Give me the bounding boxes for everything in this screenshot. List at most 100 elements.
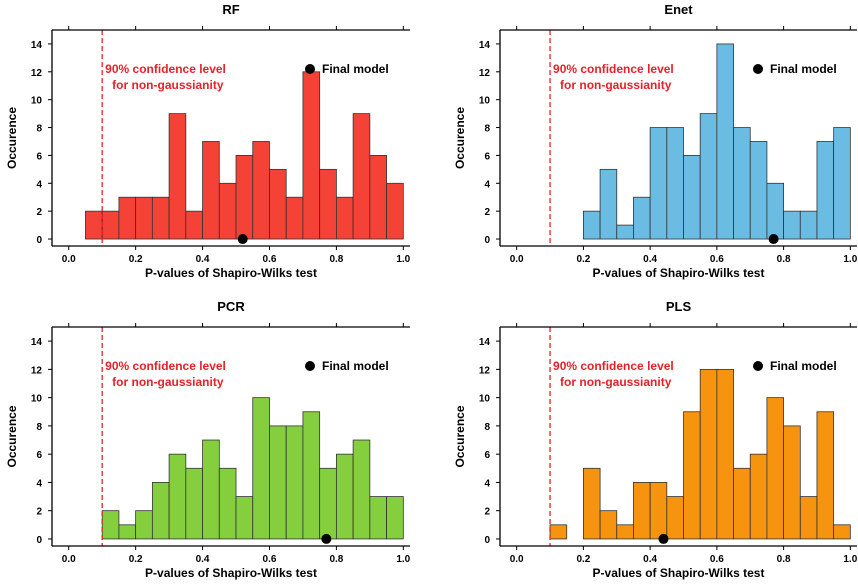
- histogram-bar: [599, 510, 618, 540]
- threshold-annotation-line2: for non-gaussianity: [560, 78, 672, 92]
- y-tick-label: 14: [479, 40, 491, 51]
- histogram-bar: [549, 524, 568, 540]
- histogram-bar: [101, 210, 120, 240]
- y-tick-label: 0: [36, 535, 42, 546]
- x-tick-label: 0.4: [643, 254, 657, 265]
- x-tick-label: 0.2: [129, 554, 143, 565]
- x-axis-label: P-values of Shapiro-Wilks test: [145, 266, 317, 280]
- y-tick-label: 14: [31, 337, 43, 348]
- x-tick-label: 0.2: [129, 254, 143, 265]
- final-model-point: [658, 533, 669, 544]
- y-tick-label: 14: [31, 40, 43, 51]
- histogram-bar: [749, 141, 768, 240]
- x-tick-label: 1.0: [843, 254, 857, 265]
- histogram-bar: [151, 482, 170, 540]
- histogram-bar: [118, 196, 137, 240]
- histogram-bar: [699, 113, 718, 240]
- y-axis-label: Occurence: [5, 107, 19, 169]
- y-tick-label: 4: [484, 478, 490, 489]
- y-tick-label: 2: [36, 507, 42, 518]
- x-tick-label: 0.0: [62, 254, 76, 265]
- x-tick-label: 1.0: [843, 554, 857, 565]
- histogram-bar: [185, 467, 203, 540]
- legend-label: Final model: [322, 62, 389, 76]
- histogram-bar: [218, 182, 237, 240]
- histogram-bar: [766, 397, 784, 540]
- histogram-bar: [683, 411, 701, 540]
- histogram-bar: [783, 210, 801, 240]
- y-tick-label: 10: [31, 96, 43, 107]
- y-tick-label: 12: [31, 365, 43, 376]
- histogram-bar: [733, 127, 751, 240]
- histogram-bar: [101, 510, 120, 540]
- x-tick-label: 0.6: [263, 554, 277, 565]
- histogram-bar: [616, 224, 634, 240]
- chart-title: PCR: [217, 299, 245, 314]
- histogram-bar: [799, 496, 818, 540]
- legend-label: Final model: [322, 359, 389, 373]
- y-tick-label: 4: [484, 179, 490, 190]
- y-tick-label: 8: [484, 422, 490, 433]
- histogram-bar: [386, 182, 404, 240]
- y-tick-label: 6: [484, 151, 490, 162]
- y-tick-label: 4: [36, 179, 42, 190]
- histogram-bar: [252, 397, 270, 540]
- x-tick-label: 0.2: [576, 254, 590, 265]
- legend-label: Final model: [770, 359, 837, 373]
- y-tick-label: 0: [484, 535, 490, 546]
- histogram-bar: [749, 453, 768, 540]
- chart-title: RF: [222, 2, 239, 17]
- histogram-bar: [252, 141, 270, 240]
- final-model-point: [768, 234, 779, 245]
- chart-panel-enet: Enet 90% confidence level for non-gaussian…: [453, 2, 858, 280]
- x-tick-label: 0.0: [62, 554, 76, 565]
- histogram-bar: [335, 196, 354, 240]
- y-tick-label: 0: [36, 235, 42, 246]
- chart-title: PLS: [666, 299, 692, 314]
- legend-marker: [753, 64, 763, 74]
- threshold-annotation-line1: 90% confidence level: [553, 359, 674, 373]
- histogram-bar: [285, 425, 304, 540]
- histogram-bar: [218, 467, 237, 540]
- y-tick-label: 2: [484, 507, 490, 518]
- histogram-bar: [683, 155, 701, 240]
- x-tick-label: 0.8: [329, 554, 343, 565]
- chart-title: Enet: [664, 2, 693, 17]
- histogram-bar: [319, 168, 337, 240]
- histogram-bar: [799, 210, 818, 240]
- histogram-bar: [633, 196, 651, 240]
- histogram-bar: [633, 482, 651, 540]
- histogram-bar: [766, 182, 784, 240]
- threshold-annotation-line2: for non-gaussianity: [560, 375, 672, 389]
- histogram-bar: [185, 210, 203, 240]
- histogram-bar: [649, 127, 668, 240]
- y-tick-label: 12: [479, 365, 491, 376]
- histogram-bar: [168, 113, 187, 240]
- histogram-bar: [335, 453, 354, 540]
- histogram-bar: [833, 524, 851, 540]
- histogram-bar: [151, 196, 170, 240]
- x-tick-label: 0.6: [710, 254, 724, 265]
- x-tick-label: 0.4: [643, 554, 657, 565]
- histogram-bar: [816, 141, 835, 240]
- histogram-bar: [352, 439, 371, 540]
- y-axis-label: Occurence: [5, 405, 19, 467]
- y-tick-label: 8: [36, 124, 42, 135]
- histogram-bar: [699, 368, 718, 540]
- chart-panel-pls: PLS 90% confidence level for non-gaussiani…: [453, 299, 858, 580]
- histogram-bar: [269, 425, 287, 540]
- y-axis-label: Occurence: [453, 107, 467, 169]
- histogram-bar: [202, 141, 220, 240]
- histogram-bar: [716, 368, 734, 540]
- x-axis-label: P-values of Shapiro-Wilks test: [593, 566, 765, 580]
- legend-marker: [305, 361, 315, 371]
- chart-panel-rf: RF 90% confidence level for non-gaussianit…: [5, 2, 411, 280]
- histogram-bar: [599, 168, 618, 240]
- threshold-annotation-line2: for non-gaussianity: [112, 78, 224, 92]
- histogram-bar: [369, 496, 387, 540]
- histogram-bar: [666, 127, 684, 240]
- histogram-bar: [285, 196, 304, 240]
- histogram-bar: [302, 71, 321, 240]
- y-tick-label: 6: [36, 151, 42, 162]
- legend-marker: [305, 64, 315, 74]
